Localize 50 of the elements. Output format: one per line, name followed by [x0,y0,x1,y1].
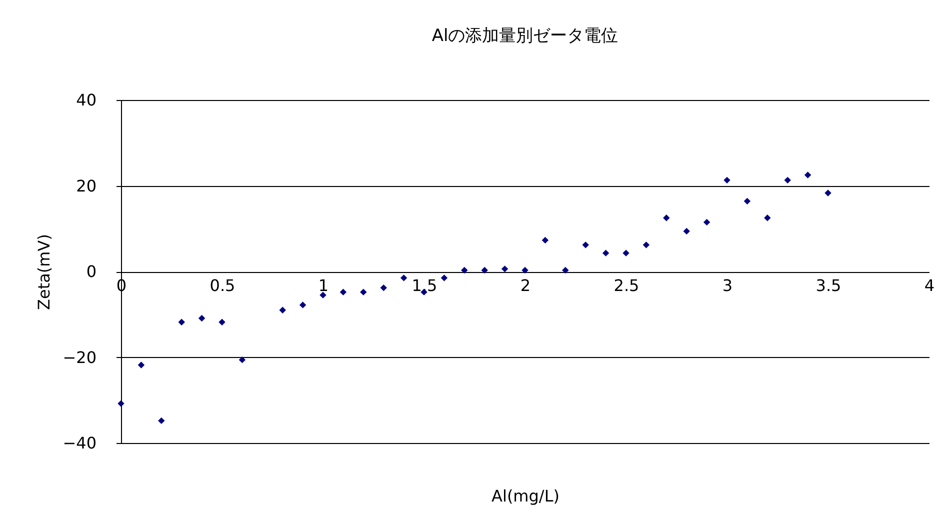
point [663,214,670,222]
point [481,266,488,274]
point [299,302,306,308]
x-tick-label: 4 [924,276,935,295]
point [501,266,508,272]
y-tick-label: 20 [76,176,96,196]
y-tick-label: 40 [76,90,96,110]
x-tick-label: 3 [722,276,733,295]
x-axis-title: Al(mg/L) [492,486,560,506]
x-tick-label: 0.5 [210,276,236,295]
y-tick-label: 0 [86,262,96,281]
point [622,250,630,256]
point [703,218,710,226]
x-tick-label: 3.5 [816,276,842,295]
point [380,284,387,292]
point [784,176,791,184]
point [238,356,246,364]
point [279,306,286,314]
point [178,318,185,326]
point [320,292,326,298]
point [804,172,812,178]
point [724,176,730,184]
point [440,274,448,282]
chart-title: Alの添加量別ゼータ電位 [432,26,618,46]
point [400,274,408,282]
x-tick-label: 2.5 [614,276,640,295]
point [642,242,650,248]
point [461,266,468,274]
x-tick-label: 1 [318,276,329,295]
point [360,288,367,296]
y-axis-title: Zeta(mV) [34,234,54,310]
point [542,236,549,244]
x-tick-label: 1.5 [412,276,438,295]
point [522,266,528,274]
point [744,198,751,205]
point [764,214,771,222]
point [582,242,589,248]
point [602,250,610,256]
y-tick-label: −20 [62,348,96,367]
y-tick-label: −40 [62,434,96,452]
point [218,318,226,326]
x-tick-label: 2 [520,276,531,295]
point [198,314,206,322]
point [118,400,124,407]
point [562,266,569,274]
point [340,288,347,296]
point [683,228,690,235]
point [158,417,165,424]
point [138,362,145,368]
point [824,190,832,196]
